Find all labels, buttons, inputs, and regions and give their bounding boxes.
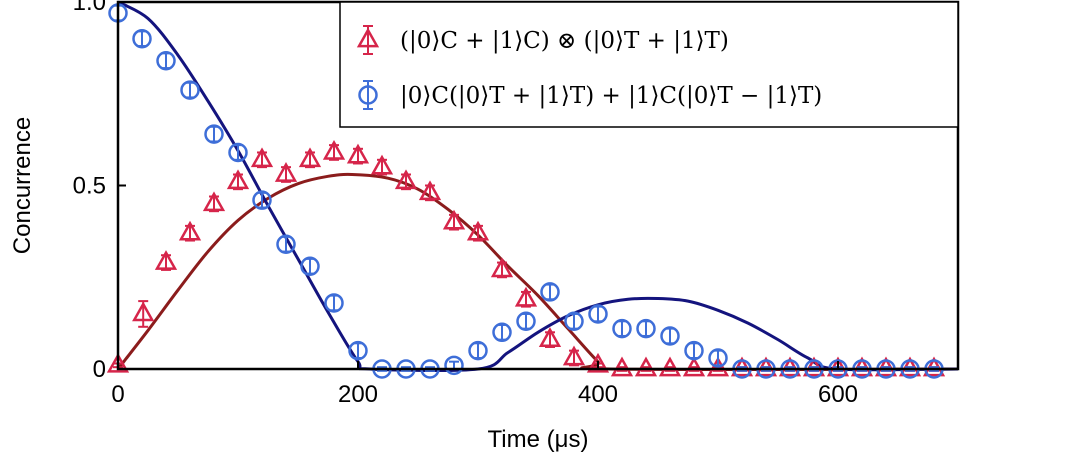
data-point-triangle xyxy=(538,327,562,347)
legend-entry-triangle xyxy=(356,25,380,55)
data-point-triangle xyxy=(178,220,202,241)
legend: (|0⟩C + |1⟩C) ⊗ (|0⟩T + |1⟩T) |0⟩C(|0⟩T … xyxy=(339,1,959,128)
data-point-circle xyxy=(324,293,344,313)
data-point-triangle xyxy=(658,356,682,377)
data-point-circle xyxy=(612,318,632,339)
data-point-triangle xyxy=(634,356,658,377)
legend-label-series-1: (|0⟩C + |1⟩C) ⊗ (|0⟩T + |1⟩T) xyxy=(400,28,729,54)
legend-marker-circle xyxy=(358,85,378,105)
x-tick-label: 400 xyxy=(578,381,618,408)
legend-marker-triangle xyxy=(356,27,380,48)
data-point-circle xyxy=(228,142,248,163)
data-point-circle xyxy=(204,124,224,144)
data-point-triangle xyxy=(610,356,634,377)
data-point-triangle xyxy=(562,345,586,366)
data-point-triangle xyxy=(394,169,418,190)
data-point-circle xyxy=(444,355,464,376)
y-tick-label: 1.0 xyxy=(73,0,106,16)
data-point-triangle xyxy=(466,220,490,241)
y-axis-label: Concurrence xyxy=(9,117,36,254)
legend-label-series-2: |0⟩C(|0⟩T + |1⟩T) + |1⟩C(|0⟩T − |1⟩T) xyxy=(400,83,822,109)
data-point-circle xyxy=(516,311,536,332)
x-tick-label: 200 xyxy=(338,381,378,408)
data-point-triangle xyxy=(586,352,610,373)
data-point-circle xyxy=(300,256,320,276)
axis-ticks: 0 200 400 600 0 0.5 1.0 xyxy=(73,0,858,408)
y-tick-label: 0.5 xyxy=(73,173,106,200)
data-point-triangle xyxy=(298,147,322,168)
legend-box xyxy=(339,1,959,128)
data-point-circle xyxy=(252,190,272,210)
data-point-circle xyxy=(660,326,680,346)
data-point-circle xyxy=(636,318,656,339)
data-point-circle xyxy=(468,340,488,361)
data-point-triangle xyxy=(274,162,298,182)
data-point-triangle xyxy=(250,147,274,168)
data-point-triangle xyxy=(514,286,538,307)
data-point-triangle xyxy=(370,154,394,175)
data-point-triangle xyxy=(106,352,130,373)
x-tick-label: 0 xyxy=(111,381,124,408)
data-point-triangle xyxy=(490,257,514,278)
data-point-triangle xyxy=(706,356,730,377)
data-point-circle xyxy=(492,322,512,343)
data-point-circle xyxy=(180,80,200,100)
data-point-circle xyxy=(276,234,296,254)
data-point-triangle xyxy=(418,180,442,201)
data-point-circle xyxy=(564,311,584,332)
data-point-circle xyxy=(348,340,368,361)
legend-entry-circle xyxy=(358,80,378,110)
data-point-triangle xyxy=(682,356,706,377)
data-point-circle xyxy=(540,282,560,302)
data-point-triangle xyxy=(226,169,250,190)
x-axis-label: Time (μs) xyxy=(488,426,589,453)
x-tick-label: 600 xyxy=(818,381,858,408)
data-point-circle xyxy=(156,50,176,71)
data-point-circle xyxy=(684,340,704,361)
data-point-triangle xyxy=(154,250,178,270)
data-point-circle xyxy=(132,28,152,49)
data-point-triangle xyxy=(442,209,466,230)
y-tick-label: 0 xyxy=(93,356,106,383)
data-point-triangle xyxy=(346,143,370,164)
data-point-circle xyxy=(588,304,608,324)
data-point-triangle xyxy=(132,301,155,322)
data-point-triangle xyxy=(322,140,346,160)
data-point-circle xyxy=(708,348,728,368)
data-point-triangle xyxy=(202,191,226,212)
fit-curve-triangle xyxy=(116,172,959,372)
